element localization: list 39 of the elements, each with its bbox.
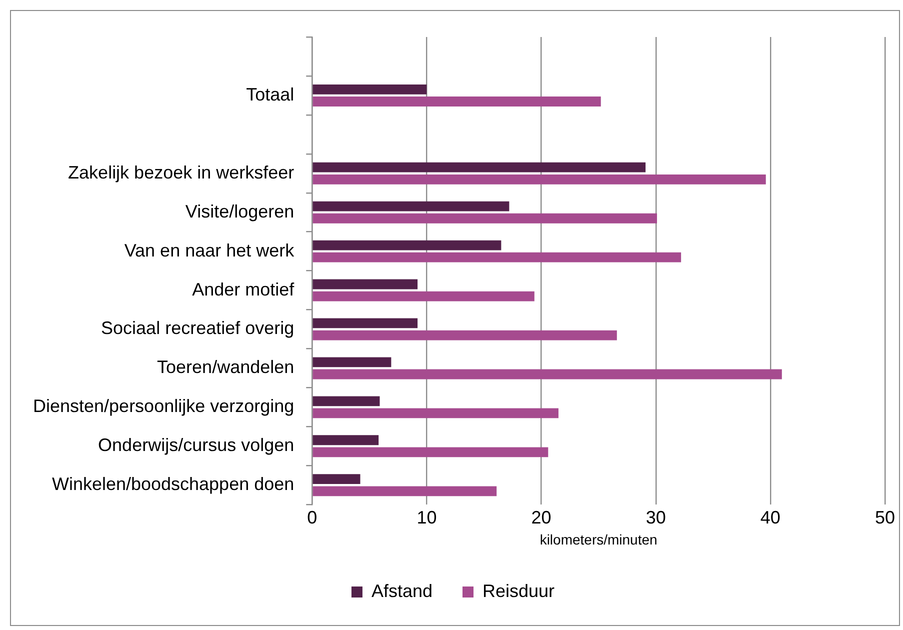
y-tick-label: Onderwijs/cursus volgen — [98, 435, 294, 456]
y-tick-label: Visite/logeren — [185, 201, 294, 222]
y-tick-label: Diensten/persoonlijke verzorging — [33, 396, 294, 416]
bar — [312, 213, 657, 224]
bar — [312, 408, 558, 418]
x-tick-label: 40 — [760, 507, 780, 528]
bar — [312, 435, 379, 446]
bar — [312, 201, 510, 212]
y-tick-label: Sociaal recreatief overig — [101, 318, 294, 338]
bar — [312, 447, 548, 458]
bar — [312, 474, 360, 484]
x-tick-label: 50 — [874, 507, 896, 528]
y-tick-label: Toeren/wandelen — [157, 357, 294, 378]
bar — [312, 252, 682, 262]
legend-label: Reisduur — [482, 580, 555, 601]
bar — [312, 396, 380, 406]
x-tick-label: 30 — [646, 507, 666, 528]
y-tick-label: Van en naar het werk — [124, 240, 296, 260]
bar — [312, 318, 418, 328]
x-axis-title: kilometers/minuten — [540, 531, 658, 548]
bar — [312, 291, 534, 302]
bar — [312, 279, 418, 290]
bar — [312, 96, 601, 106]
legend-label: Afstand — [371, 580, 433, 601]
bar — [312, 486, 497, 496]
bar — [312, 240, 502, 250]
y-tick-label: Winkelen/boodschappen doen — [52, 474, 294, 494]
bar — [312, 84, 427, 94]
bar — [312, 162, 646, 172]
bar — [312, 369, 782, 380]
x-tick-label: 0 — [307, 507, 318, 528]
bar — [312, 330, 617, 340]
y-tick-label: Totaal — [246, 84, 294, 104]
x-tick-label: 20 — [531, 507, 552, 528]
x-tick-label: 10 — [416, 507, 437, 528]
y-tick-label: Ander motief — [192, 279, 296, 300]
bar — [312, 357, 392, 368]
bar — [312, 174, 766, 184]
y-tick-label: Zakelijk bezoek in werksfeer — [68, 162, 294, 182]
